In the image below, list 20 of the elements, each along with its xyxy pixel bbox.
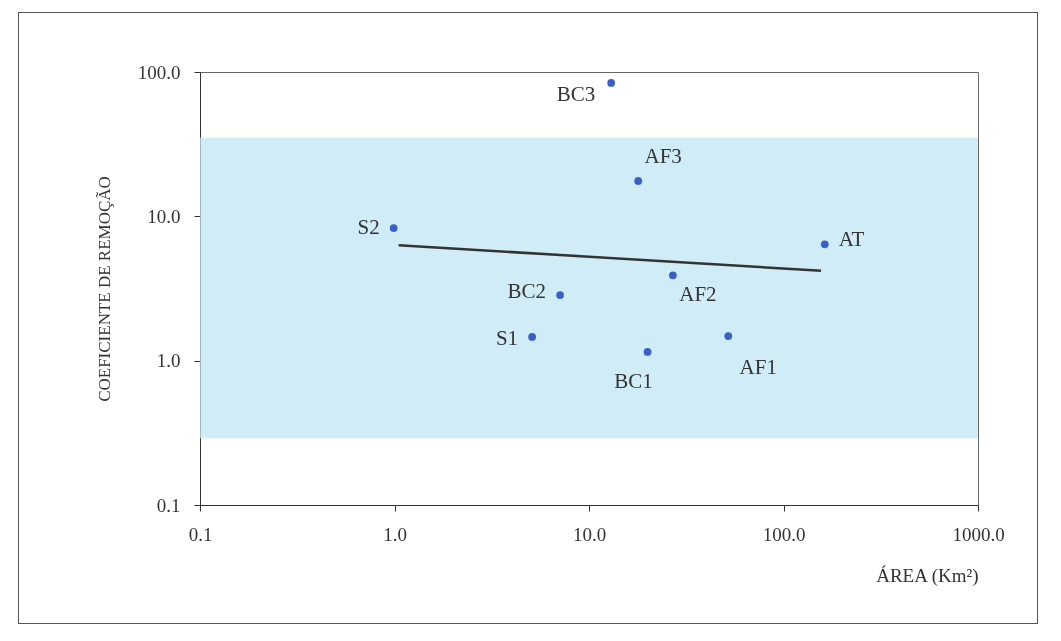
x-tick-label: 1000.0 xyxy=(952,523,1005,545)
annotation: AF3 xyxy=(644,143,682,168)
annotation: S2 xyxy=(357,215,380,240)
x-tick-label: 10.0 xyxy=(572,523,607,545)
annotation: BC1 xyxy=(614,368,653,393)
x-tick-label: 1.0 xyxy=(383,523,407,545)
y-axis-title: COEFICIENTE DE REMOÇÃO xyxy=(94,176,114,402)
y-tick-label: 100.0 xyxy=(137,61,181,83)
annotation: AF1 xyxy=(739,355,777,380)
annotation: AT xyxy=(838,227,865,252)
annotation: BC3 xyxy=(556,81,596,106)
x-tick-label: 0.1 xyxy=(188,523,213,545)
y-tick-label: 10.0 xyxy=(147,205,181,227)
x-axis-title: ÁREA (Km²) xyxy=(876,564,979,587)
y-tick-label: 1.0 xyxy=(156,350,181,372)
x-tick-label: 100.0 xyxy=(762,523,806,545)
annotation: BC2 xyxy=(507,279,547,304)
annotation: AF2 xyxy=(679,282,717,307)
annotation: S1 xyxy=(495,325,519,350)
y-tick-label: 0.1 xyxy=(156,494,181,516)
